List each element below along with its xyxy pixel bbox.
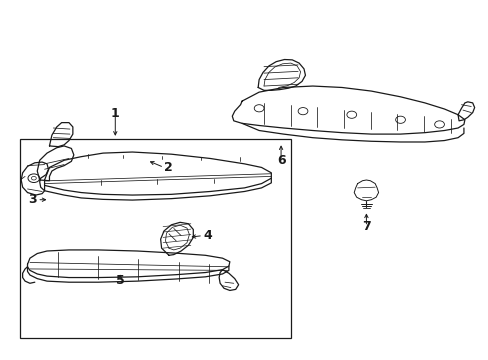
- Bar: [20, 139, 290, 338]
- Text: 7: 7: [361, 220, 370, 233]
- Text: 3: 3: [29, 193, 37, 206]
- Text: 1: 1: [111, 107, 120, 120]
- Text: 2: 2: [163, 161, 172, 174]
- Text: 4: 4: [203, 229, 211, 242]
- Text: 6: 6: [276, 154, 285, 167]
- Text: 5: 5: [116, 274, 124, 287]
